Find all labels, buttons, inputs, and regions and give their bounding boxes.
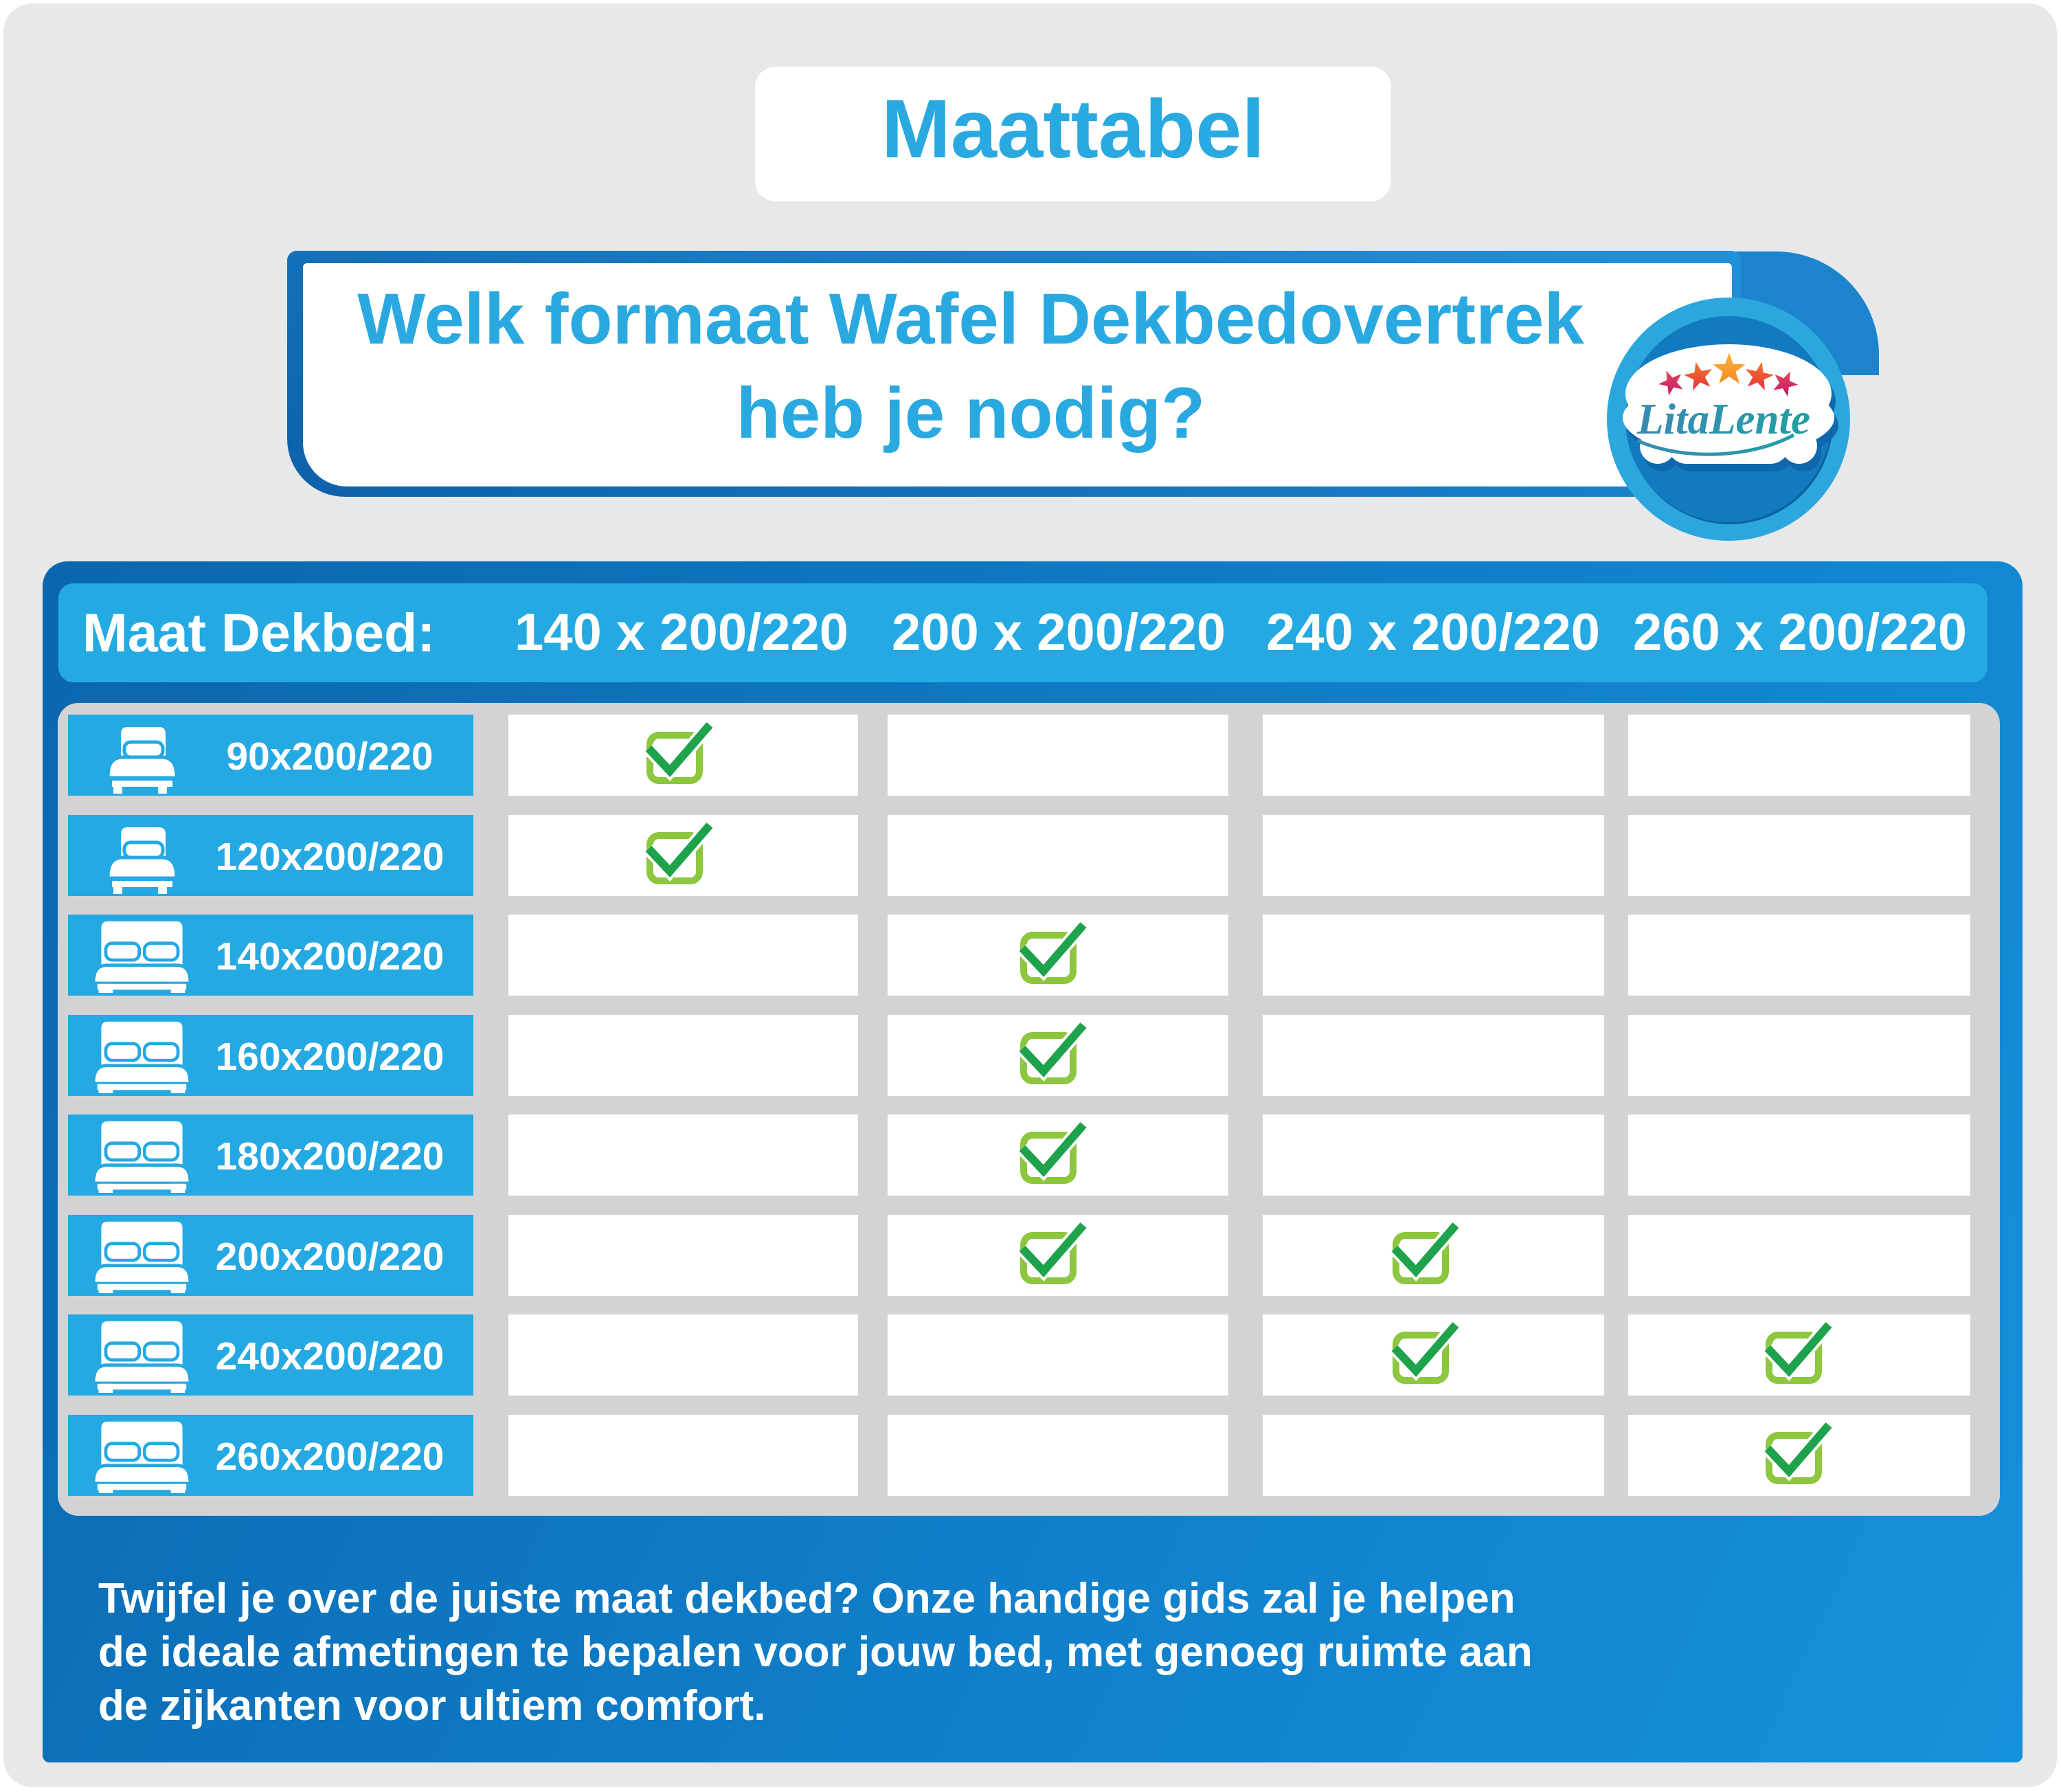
svg-text:LitaLente: LitaLente [1636,395,1810,443]
